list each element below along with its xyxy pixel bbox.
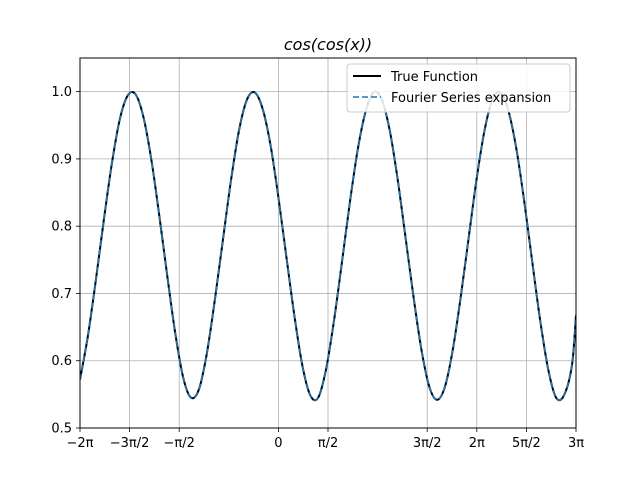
x-tick-label-1: −3π/2 xyxy=(110,436,150,451)
x-tick-label-7: 5π/2 xyxy=(512,436,541,451)
y-tick-label-1: 0.6 xyxy=(51,354,72,369)
legend-label-fourier-series: Fourier Series expansion xyxy=(391,91,551,106)
series-line-fourier-series xyxy=(80,90,576,401)
x-tick-label-3: 0 xyxy=(274,436,282,451)
legend-label-true-function: True Function xyxy=(390,70,478,85)
y-tick-label-4: 0.9 xyxy=(51,152,72,167)
y-tick-label-5: 1.0 xyxy=(51,85,72,100)
x-tick-label-0: −2π xyxy=(67,436,94,451)
legend: True Function Fourier Series expansion xyxy=(346,63,571,113)
x-tick-label-4: π/2 xyxy=(318,436,338,451)
y-tick-label-2: 0.7 xyxy=(51,287,72,302)
x-tick-label-2: −π/2 xyxy=(164,436,195,451)
chart-title: cos(cos(x)) xyxy=(284,35,372,54)
x-tick-label-6: 2π xyxy=(469,436,485,451)
x-tick-label-5: 3π/2 xyxy=(413,436,442,451)
x-tick-label-8: 3π xyxy=(568,436,584,451)
y-tick-label-0: 0.5 xyxy=(51,422,72,437)
legend-box xyxy=(346,63,571,113)
axis-ticks: −2π −3π/2 −π/2 0 π/2 3π/2 2π 5π/2 3π 0.5 0.6 0.7 0.8… xyxy=(51,85,584,451)
y-tick-label-3: 0.8 xyxy=(51,220,72,235)
